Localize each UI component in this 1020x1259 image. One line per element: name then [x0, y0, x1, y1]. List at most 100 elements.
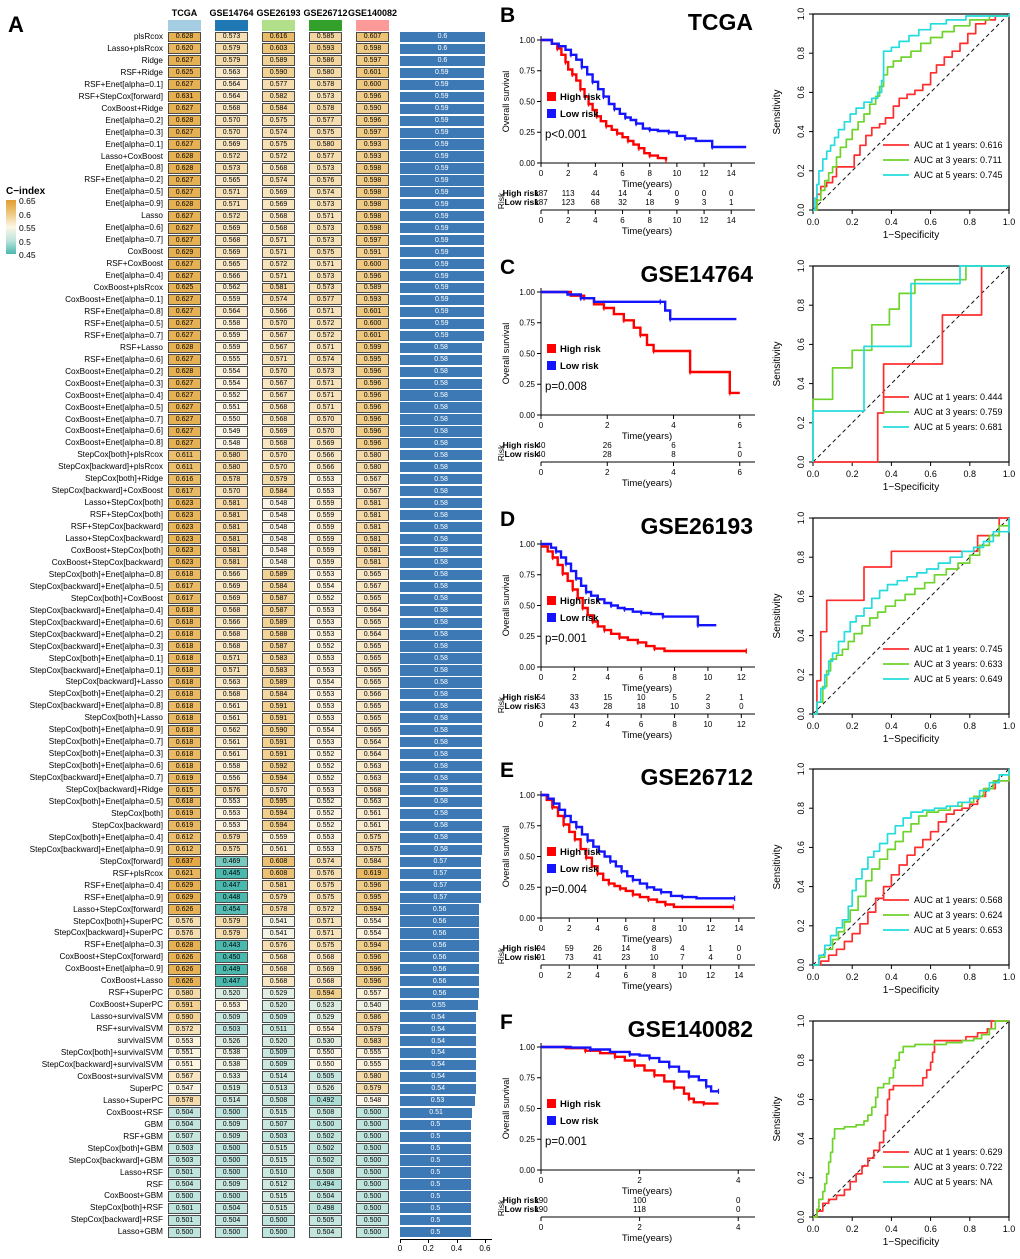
cindex-cell: 0.571 — [215, 198, 248, 210]
cindex-gradient-bar — [6, 200, 16, 254]
model-row: StepCox[both]+Lasso 0.618 0.561 0.591 0.553 0… — [0, 712, 497, 724]
model-row: StepCox[both]+SuperPC 0.576 0.579 0.541 0.57… — [0, 916, 497, 928]
model-row: SuperPC 0.547 0.519 0.513 0.526 0.579 0.54 — [0, 1083, 497, 1095]
cindex-cell: 0.569 — [262, 425, 295, 437]
cindex-cell: 0.595 — [356, 354, 389, 366]
model-row: CoxBoost+Enet[alpha=0.4] 0.627 0.552 0.567 0… — [0, 390, 497, 402]
risk-count: 68 — [591, 198, 600, 207]
cindex-cell: 0.628 — [168, 162, 201, 174]
risk-count: 10 — [670, 702, 679, 711]
model-name: StepCox[backward]+Enet[alpha=0.8] — [29, 701, 163, 711]
cindex-cell: 0.563 — [356, 772, 389, 784]
model-name: StepCox[backward]+Ridge — [65, 785, 163, 795]
cindex-legend-title: C−index — [6, 186, 46, 197]
cindex-cell: 0.530 — [309, 1035, 342, 1047]
mean-cindex-bar: 0.58 — [400, 414, 483, 425]
cindex-cell: 0.626 — [168, 951, 201, 963]
risk-count: 91 — [537, 953, 546, 962]
cindex-cell: 0.564 — [215, 91, 248, 103]
cindex-cell: 0.611 — [168, 449, 201, 461]
mean-cindex-bar: 0.58 — [400, 593, 483, 604]
mean-bar-track: 0.59 — [400, 270, 492, 282]
cindex-cell: 0.569 — [215, 593, 248, 605]
cindex-cell: 0.628 — [168, 366, 201, 378]
mean-bar-track: 0.58 — [400, 796, 492, 808]
mean-cindex-bar: 0.57 — [400, 892, 481, 903]
roc-x-tick-label: 0.4 — [885, 1224, 898, 1234]
cindex-cell: 0.572 — [309, 330, 342, 342]
cindex-cell: 0.538 — [215, 1059, 248, 1071]
mean-cindex-bar: 0.58 — [400, 629, 483, 640]
mean-cindex-bar: 0.59 — [400, 139, 484, 150]
cindex-cell: 0.502 — [309, 1131, 342, 1143]
panel-letter: C — [500, 256, 515, 279]
cindex-cell: 0.618 — [168, 748, 201, 760]
cindex-cell: 0.594 — [262, 820, 295, 832]
cindex-cell: 0.500 — [309, 1119, 342, 1131]
model-name: Enet[alpha=0.2] — [105, 115, 163, 125]
panel-e: E GSE26712 0.00 0.25 0.50 0.75 1.00 0 2 4 6 8 10 12 14… — [497, 755, 1020, 1007]
cindex-cell: 0.596 — [356, 402, 389, 413]
cindex-cell: 0.555 — [356, 1059, 389, 1071]
risk-x-tick-label: 2 — [637, 1223, 642, 1232]
risk-count: 18 — [637, 702, 646, 711]
mean-cindex-bar: 0.58 — [400, 737, 483, 748]
model-row: RSF+StepCox[both] 0.623 0.581 0.548 0.559 0.5… — [0, 509, 497, 521]
cindex-cell: 0.581 — [356, 533, 389, 545]
mean-bar-track: 0.57 — [400, 892, 492, 904]
mean-cindex-bar: 0.51 — [400, 1107, 473, 1118]
cindex-cell: 0.573 — [309, 366, 342, 378]
cindex-cell: 0.629 — [168, 880, 201, 892]
risk-count: 6 — [671, 441, 676, 450]
model-row: CoxBoost 0.629 0.569 0.571 0.575 0.591 0.59 — [0, 246, 497, 258]
cindex-cell: 0.581 — [356, 521, 389, 533]
risk-x-tick-label: 10 — [678, 971, 687, 980]
survival-panels: B TCGA 0.00 0.25 0.50 0.75 1.00 0 2 4 6 8 10 12 14 Time… — [497, 0, 1020, 1259]
mean-bar-track: 0.58 — [400, 342, 492, 354]
bar-axis-tick-label: 0.4 — [451, 1244, 463, 1253]
roc-plot-box — [812, 265, 1010, 463]
cindex-cell: 0.564 — [215, 306, 248, 318]
risk-count: 0 — [739, 702, 744, 711]
cindex-cell: 0.596 — [356, 414, 389, 425]
mean-bar-track: 0.58 — [400, 641, 492, 653]
cindex-cell: 0.581 — [215, 545, 248, 557]
model-name: Enet[alpha=0.6] — [105, 223, 163, 233]
mean-cindex-bar: 0.6 — [400, 55, 485, 66]
cindex-cell: 0.597 — [356, 55, 389, 67]
cindex-cell: 0.500 — [356, 1155, 389, 1167]
km-y-axis-title: Overall survival — [501, 1078, 511, 1140]
risk-count: 32 — [618, 198, 627, 207]
model-row: StepCox[forward] 0.637 0.469 0.608 0.574 0.58… — [0, 856, 497, 868]
dataset-title: TCGA — [688, 9, 753, 35]
cindex-cell: 0.450 — [215, 951, 248, 963]
cindex-cell: 0.559 — [309, 533, 342, 545]
cindex-cell: 0.565 — [356, 617, 389, 629]
mean-cindex-bar: 0.58 — [400, 342, 483, 353]
roc-x-tick-label: 0.8 — [964, 972, 977, 982]
mean-bar-track: 0.58 — [400, 414, 492, 426]
cindex-cell: 0.626 — [168, 975, 201, 987]
cindex-cell: 0.555 — [356, 1047, 389, 1059]
bar-axis-tick-label: 0.6 — [479, 1244, 491, 1253]
mean-bar-track: 0.59 — [400, 282, 492, 294]
km-curve-high-risk — [541, 544, 747, 652]
cindex-cell: 0.615 — [168, 784, 201, 796]
cindex-cell: 0.628 — [168, 151, 201, 162]
cindex-cell: 0.585 — [309, 31, 342, 43]
cindex-cell: 0.627 — [168, 437, 201, 449]
roc-y-tick-label: 0.2 — [796, 920, 806, 933]
mean-cindex-bar: 0.5 — [400, 1131, 471, 1142]
cindex-cell: 0.570 — [309, 414, 342, 425]
roc-plot-GSE26193: 0.00.0 0.2 0.2 0.4 0.4 0.6 0.6 0.8 0.8 1.0 1.0 1−Sp… — [772, 511, 1015, 744]
cindex-cell: 0.619 — [168, 808, 201, 820]
mean-cindex-bar: 0.58 — [400, 366, 483, 377]
risk-count: 0 — [729, 189, 734, 198]
roc-y-tick-label: 0.6 — [796, 1093, 806, 1106]
model-name: GBM — [144, 1119, 163, 1129]
mean-cindex-bar: 0.58 — [400, 354, 483, 365]
cindex-cell: 0.500 — [262, 1214, 295, 1226]
model-name: Lasso+SuperPC — [103, 1095, 163, 1105]
